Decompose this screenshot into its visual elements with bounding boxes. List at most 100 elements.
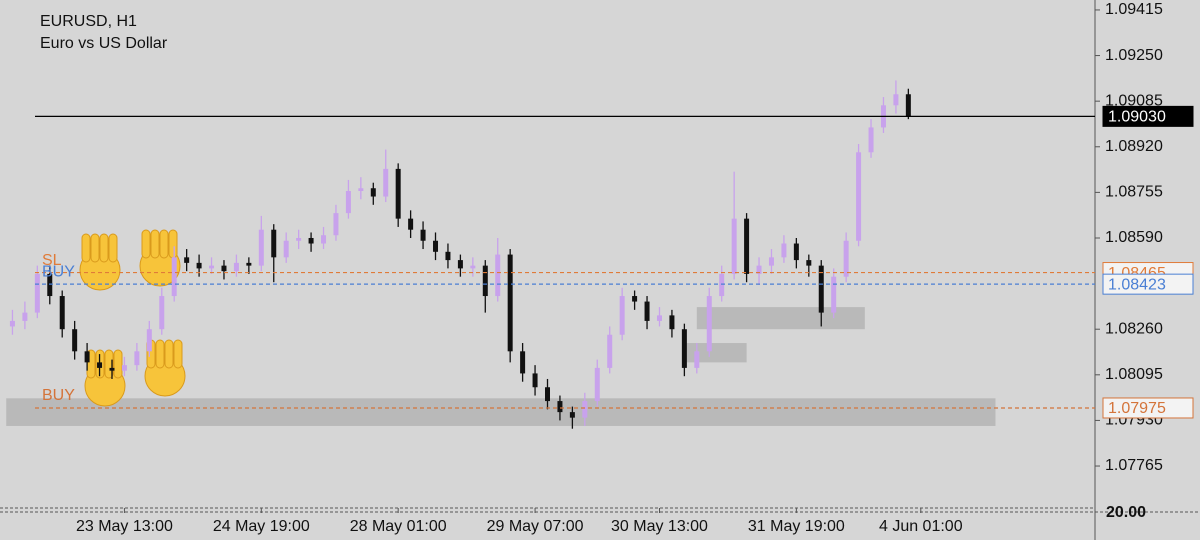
candle-body — [457, 260, 463, 269]
hand-finger — [173, 339, 183, 369]
zone — [684, 343, 747, 363]
candle-body — [84, 351, 90, 363]
candle-body — [818, 265, 824, 313]
candle-body — [395, 168, 401, 219]
y-tick-label: 1.08095 — [1105, 366, 1163, 383]
price-label: 1.07975 — [1108, 400, 1166, 417]
candle-body — [59, 296, 65, 330]
candle-body — [619, 296, 625, 335]
candle-body — [806, 260, 812, 266]
candle-body — [221, 265, 227, 272]
chart-title: EURUSD, H1 — [40, 13, 137, 30]
hand-finger — [108, 233, 118, 263]
candle-body — [308, 237, 314, 244]
candle-body — [109, 367, 115, 371]
candle-body — [47, 273, 53, 297]
price-line-name: BUY — [42, 263, 75, 280]
hand-finger — [90, 233, 100, 263]
x-tick-label: 23 May 13:00 — [76, 518, 173, 535]
candle-body — [358, 188, 364, 191]
y-tick-label: 1.09085 — [1105, 92, 1163, 109]
x-tick-label: 31 May 19:00 — [748, 518, 845, 535]
x-tick-label: 4 Jun 01:00 — [879, 518, 963, 535]
y-tick-label: 1.08590 — [1105, 229, 1163, 246]
candle-body — [296, 237, 302, 241]
hand-finger — [155, 339, 165, 369]
y-tick-label: 1.07765 — [1105, 457, 1163, 474]
candle-body — [582, 401, 588, 418]
y-tick-label: 1.08260 — [1105, 320, 1163, 337]
candle-body — [793, 243, 799, 261]
candle-body — [333, 213, 339, 236]
candle-body — [756, 265, 762, 274]
candle-body — [532, 373, 538, 388]
candle-body — [470, 265, 476, 269]
hand-finger — [113, 349, 123, 379]
hand-finger — [150, 229, 160, 259]
hand-finger — [99, 233, 109, 263]
candle-body — [134, 351, 140, 366]
candle-body — [656, 315, 662, 321]
candle-body — [22, 312, 28, 321]
candle-body — [868, 127, 874, 153]
candle-body — [507, 254, 513, 352]
candle-body — [146, 329, 152, 352]
candle-body — [719, 273, 725, 297]
hand-icon — [84, 349, 126, 407]
y-tick-label: 1.09250 — [1105, 47, 1163, 64]
candle-body — [184, 257, 190, 263]
candle-body — [744, 218, 750, 274]
candle-body — [694, 351, 700, 368]
candle-body — [607, 334, 613, 368]
hand-finger — [164, 339, 174, 369]
candle-body — [856, 152, 862, 241]
x-tick-label: 29 May 07:00 — [487, 518, 584, 535]
candle-body — [569, 412, 575, 418]
candle-body — [445, 251, 451, 261]
hand-finger — [159, 229, 169, 259]
x-tick-label: 28 May 01:00 — [350, 518, 447, 535]
price-label-box — [1102, 105, 1194, 127]
hand-icon — [139, 229, 181, 287]
hand-icon — [79, 233, 121, 291]
candle-body — [545, 387, 550, 402]
candle-body — [283, 240, 289, 258]
candle-body — [520, 351, 526, 374]
candle-body — [196, 262, 202, 269]
indicator-label: 20.00 — [1106, 504, 1146, 521]
candle-body — [706, 296, 712, 352]
candle-body — [731, 218, 737, 274]
candle-body — [594, 367, 600, 402]
chart-subtitle: Euro vs US Dollar — [40, 35, 168, 52]
candle-body — [905, 94, 911, 117]
candle-body — [321, 235, 327, 244]
price-line-name: SL — [42, 252, 62, 269]
price-label: 1.08423 — [1108, 276, 1166, 293]
candle-body — [72, 329, 78, 352]
x-tick-label: 24 May 19:00 — [213, 518, 310, 535]
price-line-name: BUY — [42, 387, 75, 404]
candle-body — [34, 273, 40, 313]
candle-body — [408, 218, 414, 230]
hand-finger — [168, 229, 178, 259]
candle-body — [370, 188, 376, 197]
candle-body — [781, 243, 787, 258]
y-tick-label: 1.08920 — [1105, 138, 1163, 155]
candle-body — [420, 229, 426, 241]
price-label-box — [1102, 273, 1194, 295]
candle-body — [345, 190, 351, 214]
candle-body — [383, 168, 389, 197]
candle-body — [246, 262, 252, 266]
candle-body — [632, 296, 638, 302]
candle-body — [893, 94, 899, 106]
y-tick-label: 1.09415 — [1105, 1, 1163, 18]
x-tick-label: 30 May 13:00 — [611, 518, 708, 535]
price-label: 1.09030 — [1108, 109, 1166, 126]
candle-body — [9, 320, 15, 327]
candle-body — [768, 257, 774, 266]
candle-body — [681, 329, 687, 368]
candle-body — [171, 257, 177, 297]
candle-body — [258, 229, 264, 266]
